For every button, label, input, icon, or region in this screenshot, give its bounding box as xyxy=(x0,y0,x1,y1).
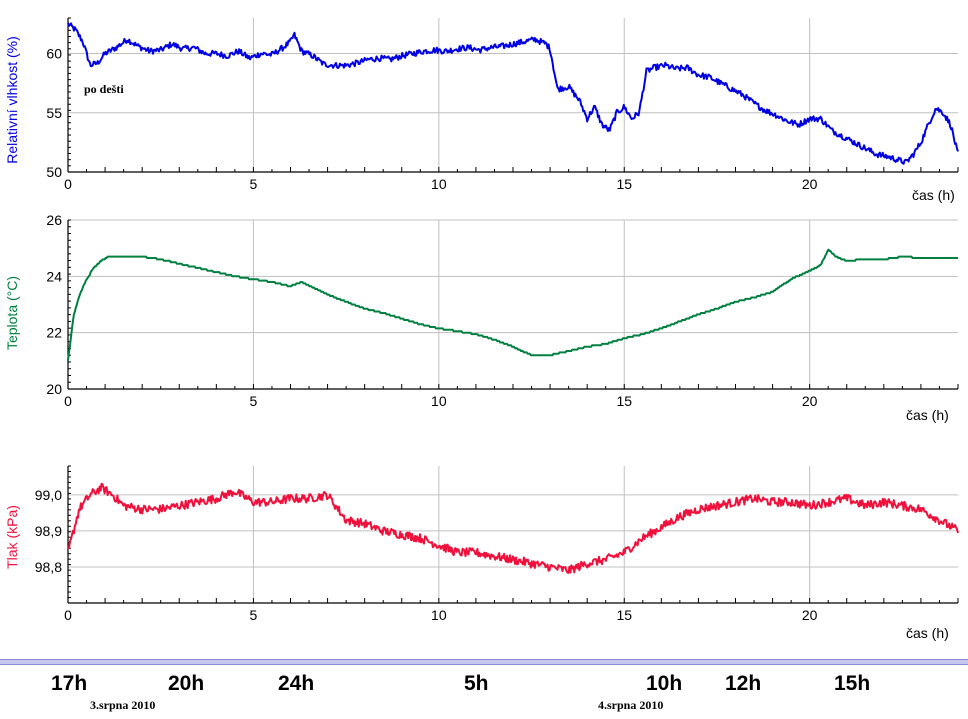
x-tick-label: 20 xyxy=(802,607,818,623)
series-line xyxy=(67,482,959,574)
timeline-time-15h: 15h xyxy=(834,672,871,695)
y-tick-label: 55 xyxy=(46,105,62,121)
x-tick-label: 20 xyxy=(802,176,818,192)
y-tick-label: 98,9 xyxy=(35,523,62,539)
timeline-time-20h: 20h xyxy=(168,672,205,695)
timeline-time-24h: 24h xyxy=(278,672,315,695)
y-axis-label: Tlak (kPa) xyxy=(4,505,20,569)
pressure-chart: 0 5 10 15 20 98,8 98,9 99,0 Tlak (kPa) čas (h) xyxy=(4,465,959,641)
y-tick-label: 26 xyxy=(46,212,62,228)
timeline-divider xyxy=(0,659,968,665)
x-axis-label: čas (h) xyxy=(912,187,955,203)
timeline-time-10h: 10h xyxy=(646,672,683,695)
y-tick-label: 99,0 xyxy=(35,487,62,503)
grid xyxy=(67,219,958,390)
y-axis-label: Teplota (°C) xyxy=(4,276,20,350)
x-tick-label: 10 xyxy=(431,393,447,409)
timeline-time-5h: 5h xyxy=(464,672,489,695)
x-axis-label: čas (h) xyxy=(906,625,949,641)
y-tick-label: 98,8 xyxy=(35,559,62,575)
humidity-chart: 0 5 10 15 20 50 55 60 Relativní vlhkost (%) čas (… xyxy=(4,17,959,203)
timeline-time-17h: 17h xyxy=(51,672,88,695)
temperature-chart: 0 5 10 15 20 20 22 24 26 Teplota (°C) čas (h) xyxy=(4,212,959,423)
y-tick-label: 20 xyxy=(46,381,62,397)
x-tick-label: 5 xyxy=(250,393,258,409)
x-tick-label: 10 xyxy=(431,176,447,192)
x-tick-label: 5 xyxy=(250,176,258,192)
series-line xyxy=(67,248,958,361)
x-tick-label: 0 xyxy=(64,607,72,623)
timeline-date-end: 4.srpna 2010 xyxy=(598,698,664,712)
x-tick-label: 20 xyxy=(802,393,818,409)
y-tick-label: 24 xyxy=(46,268,62,284)
y-axis-label: Relativní vlhkost (%) xyxy=(4,36,20,164)
x-tick-label: 0 xyxy=(64,176,72,192)
y-tick-label: 22 xyxy=(46,325,62,341)
series-line xyxy=(67,22,959,165)
timeline-date-start: 3.srpna 2010 xyxy=(90,698,156,712)
y-tick-label: 60 xyxy=(46,46,62,62)
annotation-po-desti: po dešti xyxy=(84,82,124,96)
x-tick-label: 10 xyxy=(431,607,447,623)
grid xyxy=(67,18,958,173)
x-tick-label: 0 xyxy=(64,393,72,409)
y-tick-label: 50 xyxy=(46,164,62,180)
x-tick-label: 15 xyxy=(616,176,632,192)
x-tick-label: 15 xyxy=(616,393,632,409)
grid xyxy=(67,466,958,603)
timeline-time-12h: 12h xyxy=(725,672,762,695)
x-tick-label: 15 xyxy=(616,607,632,623)
x-axis-label: čas (h) xyxy=(906,407,949,423)
x-tick-label: 5 xyxy=(250,607,258,623)
